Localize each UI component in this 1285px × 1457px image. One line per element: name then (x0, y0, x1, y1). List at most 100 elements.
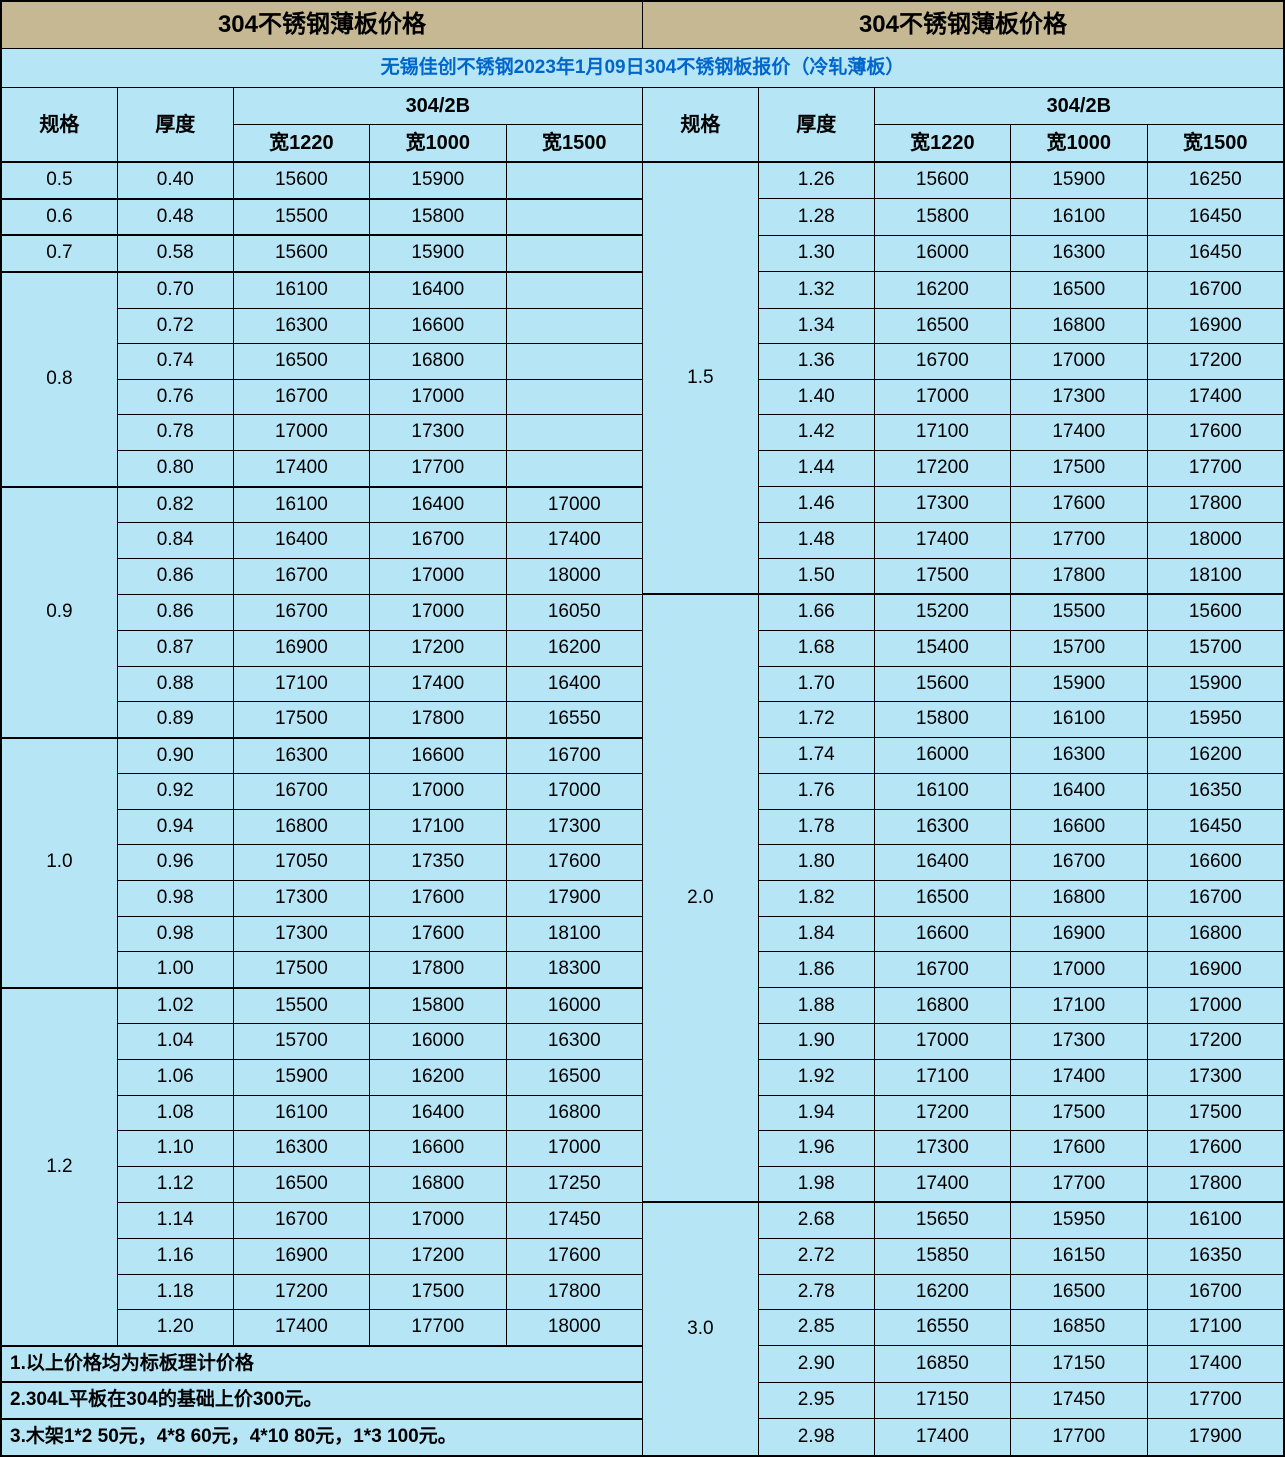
price-cell: 17400 (1011, 1060, 1147, 1096)
price-cell: 17900 (506, 881, 642, 917)
col-w1220-r: 宽1220 (874, 125, 1010, 163)
price-cell: 17100 (1011, 988, 1147, 1024)
price-cell: 17700 (1011, 523, 1147, 559)
thick-cell: 2.90 (758, 1346, 874, 1383)
price-cell: 17200 (1147, 344, 1284, 380)
title-right: 304不锈钢薄板价格 (642, 2, 1283, 49)
col-w1220-l: 宽1220 (233, 125, 369, 163)
price-cell: 16800 (233, 809, 369, 845)
price-cell: 16800 (874, 988, 1010, 1024)
thick-cell: 1.86 (758, 952, 874, 988)
price-cell: 15500 (1011, 594, 1147, 630)
price-cell: 17250 (506, 1166, 642, 1202)
price-cell: 17000 (1147, 988, 1284, 1024)
price-cell: 16700 (1011, 845, 1147, 881)
price-cell: 16500 (233, 344, 369, 380)
price-cell: 16400 (506, 666, 642, 702)
thick-cell: 2.95 (758, 1382, 874, 1419)
price-cell: 17500 (1011, 1095, 1147, 1131)
price-cell: 16550 (874, 1310, 1010, 1346)
price-cell: 16600 (370, 308, 506, 344)
price-cell: 16700 (506, 738, 642, 774)
price-cell: 16700 (1147, 272, 1284, 308)
price-cell: 17700 (370, 1310, 506, 1346)
price-cell: 16400 (370, 1095, 506, 1131)
price-cell: 16850 (874, 1346, 1010, 1383)
price-cell: 16000 (506, 988, 642, 1024)
thick-cell: 1.12 (117, 1166, 233, 1202)
thick-cell: 2.68 (758, 1202, 874, 1238)
note-row: 3.木架1*2 50元，4*8 60元，4*10 80元，1*3 100元。 (2, 1419, 643, 1455)
thick-cell: 1.42 (758, 415, 874, 451)
price-cell: 17400 (874, 1419, 1010, 1455)
thick-cell: 0.98 (117, 881, 233, 917)
price-cell: 17400 (1011, 415, 1147, 451)
thick-cell: 1.70 (758, 666, 874, 702)
price-cell: 17100 (370, 809, 506, 845)
price-cell: 16100 (874, 774, 1010, 810)
thick-cell: 0.72 (117, 308, 233, 344)
price-cell: 17000 (874, 1024, 1010, 1060)
price-cell: 17200 (370, 1239, 506, 1275)
price-cell: 17400 (1147, 1346, 1284, 1383)
spec-cell: 2.0 (642, 594, 758, 1202)
price-cell: 16200 (874, 272, 1010, 308)
thick-cell: 2.98 (758, 1419, 874, 1455)
price-cell: 18000 (506, 558, 642, 594)
thick-cell: 1.46 (758, 487, 874, 523)
thick-cell: 1.32 (758, 272, 874, 308)
thick-cell: 1.04 (117, 1024, 233, 1060)
thick-cell: 0.74 (117, 344, 233, 380)
table-row: 0.50.4015600159001.51.26156001590016250 (2, 162, 1284, 199)
price-cell: 17100 (874, 415, 1010, 451)
price-cell: 16100 (1011, 702, 1147, 738)
price-cell: 17100 (1147, 1310, 1284, 1346)
price-cell: 17900 (1147, 1419, 1284, 1455)
price-cell: 17400 (1147, 379, 1284, 415)
thick-cell: 1.16 (117, 1239, 233, 1275)
price-cell: 17400 (874, 523, 1010, 559)
price-cell: 16400 (1011, 774, 1147, 810)
price-cell: 17300 (1011, 1024, 1147, 1060)
price-cell: 16450 (1147, 809, 1284, 845)
col-spec-l: 规格 (2, 88, 118, 163)
price-cell: 16900 (1011, 916, 1147, 952)
price-cell: 16400 (370, 487, 506, 523)
price-cell: 15400 (874, 630, 1010, 666)
price-cell: 15700 (1011, 630, 1147, 666)
price-cell: 15700 (233, 1024, 369, 1060)
thick-cell: 0.94 (117, 809, 233, 845)
thick-cell: 1.20 (117, 1310, 233, 1346)
price-cell (506, 379, 642, 415)
spec-cell: 1.5 (642, 162, 758, 594)
thick-cell: 1.76 (758, 774, 874, 810)
price-cell: 16100 (233, 1095, 369, 1131)
price-cell: 17600 (1147, 415, 1284, 451)
thick-cell: 0.40 (117, 162, 233, 199)
thick-cell: 0.58 (117, 235, 233, 272)
col-thick-l: 厚度 (117, 88, 233, 163)
price-cell: 16300 (1011, 235, 1147, 272)
thick-cell: 0.48 (117, 199, 233, 236)
price-cell: 16500 (874, 308, 1010, 344)
price-cell: 16300 (1011, 738, 1147, 774)
thick-cell: 1.02 (117, 988, 233, 1024)
thick-cell: 1.72 (758, 702, 874, 738)
price-cell: 17300 (874, 1131, 1010, 1167)
price-cell (506, 272, 642, 308)
price-cell: 16350 (1147, 774, 1284, 810)
price-cell: 16500 (1011, 272, 1147, 308)
price-cell: 16100 (1147, 1202, 1284, 1238)
table-row: 1.141670017000174503.02.6815650159501610… (2, 1202, 1284, 1238)
price-cell: 16900 (233, 1239, 369, 1275)
price-cell: 17000 (370, 558, 506, 594)
price-cell: 16200 (506, 630, 642, 666)
price-cell: 16600 (874, 916, 1010, 952)
thick-cell: 1.44 (758, 450, 874, 486)
thick-cell: 1.74 (758, 738, 874, 774)
price-cell: 16800 (370, 1166, 506, 1202)
thick-cell: 1.96 (758, 1131, 874, 1167)
thick-cell: 0.70 (117, 272, 233, 308)
price-cell: 15900 (1011, 666, 1147, 702)
thick-cell: 0.78 (117, 415, 233, 451)
